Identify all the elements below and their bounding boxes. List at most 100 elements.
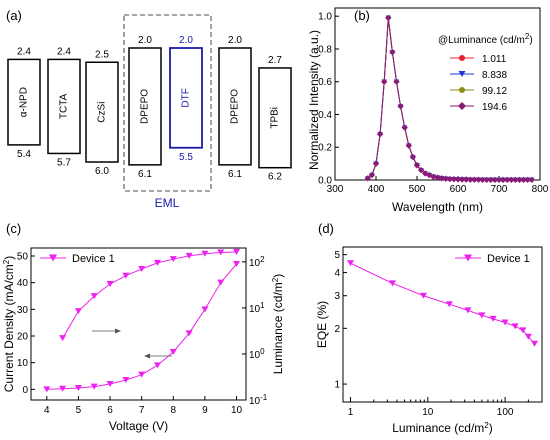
data-point — [524, 176, 531, 184]
panel-a-label: (a) — [6, 8, 22, 23]
legend-label: Device 1 — [72, 253, 115, 265]
x-tick-label: 9 — [202, 405, 208, 416]
x-axis-label: Luminance (cd/m2) — [392, 421, 493, 436]
data-point — [153, 259, 161, 266]
x-tick-label: 10 — [231, 405, 243, 416]
data-point — [528, 176, 535, 184]
data-point — [389, 49, 396, 56]
panel-c: (c)4 5 6 7 8 9 100102030405010-1100101102Volta… — [2, 221, 286, 433]
data-point — [138, 371, 146, 378]
layer-homo-label: 6.0 — [95, 166, 109, 177]
y-right-tick-label: 10-1 — [249, 393, 268, 408]
layer-dpepo-box — [128, 47, 162, 166]
data-point — [185, 252, 193, 259]
data-point — [122, 377, 130, 383]
data-point — [217, 279, 225, 286]
x-tick-label: 800 — [532, 184, 549, 195]
layer-lumo-label: 2.5 — [95, 49, 109, 60]
data-point — [458, 176, 466, 183]
panel-b-label: (b) — [354, 8, 370, 23]
series-line — [46, 263, 237, 390]
data-point — [59, 335, 67, 342]
y-tick-label: 2 — [334, 324, 340, 335]
y-tick-label: 0 — [22, 385, 28, 396]
x-tick-label: 6 — [107, 405, 113, 416]
data-point — [169, 349, 177, 355]
data-point — [511, 323, 519, 330]
plot-frame — [334, 7, 541, 181]
legend-label: 1.011 — [482, 54, 507, 65]
x-tick-label: 1 — [348, 407, 354, 418]
data-point — [90, 383, 98, 390]
eml-box — [123, 14, 212, 192]
panel-d-label: (d) — [318, 221, 334, 236]
data-point — [430, 173, 437, 180]
layer-lumo-label: 2.4 — [17, 46, 31, 57]
layer-lumo-label: 2.0 — [228, 35, 242, 46]
x-axis-label: Voltage (V) — [109, 419, 168, 433]
data-point — [489, 315, 497, 322]
data-point — [467, 176, 474, 183]
data-point — [233, 261, 241, 267]
y-tick-label: 40 — [17, 278, 29, 289]
layer-homo-label: 5.4 — [17, 149, 31, 160]
data-point — [520, 176, 527, 184]
x-tick-label: 5 — [76, 405, 82, 416]
layer-name: TCTA — [59, 93, 70, 119]
data-point — [501, 319, 509, 326]
series-line — [350, 262, 535, 345]
x-tick-label: 10 — [422, 407, 434, 418]
plot-frame — [30, 247, 247, 401]
data-point — [43, 386, 51, 393]
layer-name: DTF — [181, 88, 192, 107]
x-tick-label: 100 — [497, 407, 514, 418]
legend-swatch-marker — [49, 254, 57, 262]
layer-tcta-box — [47, 58, 81, 155]
x-tick-label: 400 — [368, 184, 385, 195]
data-point — [495, 176, 503, 184]
legend-label: 8.838 — [482, 70, 507, 81]
data-point — [364, 175, 371, 182]
data-point — [516, 176, 523, 184]
y-right-tick-label: 101 — [249, 300, 265, 315]
y-tick-label: 4 — [334, 268, 340, 279]
y-tick-label: 0.4 — [318, 110, 332, 121]
data-point — [519, 327, 527, 334]
data-point — [138, 265, 146, 272]
y-tick-label: 50 — [17, 252, 29, 263]
layer-tpbi-box — [258, 67, 292, 169]
data-point — [478, 312, 486, 319]
arrow-head — [115, 328, 121, 334]
x-tick-label: 7 — [139, 405, 145, 416]
y-axis-label: EQE (%) — [315, 301, 329, 348]
layer-lumo-label: 2.4 — [57, 46, 71, 57]
layer-homo-label: 6.1 — [228, 169, 242, 180]
legend-swatch-marker — [459, 55, 465, 61]
panel-c-label: (c) — [6, 221, 21, 236]
legend-title: @Luminance (cd/m2) — [438, 32, 533, 47]
data-point — [201, 306, 209, 313]
data-point — [463, 176, 470, 183]
data-point — [122, 272, 130, 279]
data-point — [475, 176, 482, 183]
legend-label: 99.12 — [482, 86, 507, 97]
arrow-head — [144, 353, 150, 359]
data-point — [512, 176, 519, 184]
data-point — [442, 175, 449, 182]
y-right-tick-label: 100 — [249, 346, 265, 361]
y-tick-label: 0.2 — [318, 143, 332, 154]
layer-α-npd-box — [7, 58, 41, 146]
y-tick-label: 0.0 — [318, 176, 332, 187]
legend-swatch-marker — [464, 254, 472, 262]
data-point — [417, 166, 425, 174]
y-axis-label: Normalized Intensity (a.u.) — [307, 30, 321, 170]
layer-dtf-box — [169, 47, 203, 149]
layer-name: DPEPO — [230, 89, 241, 124]
legend-label: 194.6 — [482, 102, 507, 113]
data-point — [381, 78, 388, 85]
x-tick-label: 4 — [44, 405, 50, 416]
data-point — [401, 124, 408, 131]
data-point — [531, 340, 539, 347]
data-point — [376, 130, 384, 138]
data-point — [464, 307, 472, 314]
